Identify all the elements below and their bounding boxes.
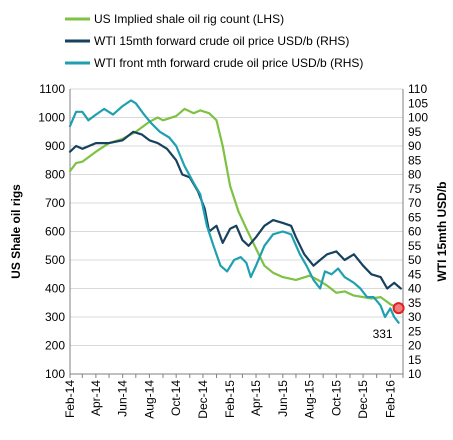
y-left-tick-label: 100 <box>45 367 65 381</box>
x-tick-label: Aug-15 <box>303 380 317 419</box>
y-right-tick-label: 75 <box>408 182 422 196</box>
x-tick-label: Apr-15 <box>249 380 263 416</box>
y-left-tick-label: 800 <box>45 168 65 182</box>
x-tick-label: Feb-14 <box>63 380 77 418</box>
y-right-tick-label: 70 <box>408 196 422 210</box>
annotation-marker <box>392 302 405 315</box>
y-right-tick-label: 15 <box>408 353 422 367</box>
y-right-tick-label: 60 <box>408 225 422 239</box>
y-right-tick-label: 35 <box>408 296 422 310</box>
x-tick-label: Dec-15 <box>356 380 370 419</box>
y-right-tick-label: 25 <box>408 324 422 338</box>
y-right-tick-label: 55 <box>408 239 422 253</box>
annotation: 331 <box>373 302 405 341</box>
x-tick-label: Jun-14 <box>116 380 130 417</box>
series-line-2 <box>68 130 402 290</box>
y-left-tick-label: 500 <box>45 253 65 267</box>
y-left-tick-label: 300 <box>45 310 65 324</box>
legend-label-3: WTI front mth forward crude oil price US… <box>94 56 363 70</box>
y-left-tick-label: 900 <box>45 139 65 153</box>
series <box>68 99 402 324</box>
x-tick-label: Feb-15 <box>223 380 237 418</box>
y-right-tick-label: 95 <box>408 125 422 139</box>
y-left-tick-label: 400 <box>45 282 65 296</box>
x-tick-label: Jun-15 <box>276 380 290 417</box>
x-tick-label: Oct-15 <box>329 380 343 416</box>
y-right-tick-label: 50 <box>408 253 422 267</box>
y-right-tick-label: 110 <box>408 82 427 96</box>
y-right-tick-label: 45 <box>408 267 422 281</box>
x-tick-label: Dec-14 <box>196 380 210 419</box>
y-right-tick-label: 40 <box>408 282 422 296</box>
y-left-tick-label: 1000 <box>38 111 65 125</box>
y-right-tick-label: 65 <box>408 210 422 224</box>
y-right-tick-label: 10 <box>408 367 422 381</box>
y-right-tick-label: 30 <box>408 310 422 324</box>
y-right-tick-label: 80 <box>408 168 422 182</box>
series-line-1 <box>68 107 400 310</box>
y-right-tick-label: 90 <box>408 139 422 153</box>
x-tick-label: Oct-14 <box>169 380 183 416</box>
series-line-3 <box>68 99 400 324</box>
y-left-axis-title: US Shale oil rigs <box>9 184 23 279</box>
y-left-tick-label: 200 <box>45 339 65 353</box>
grid <box>70 88 403 346</box>
x-tick-label: Apr-14 <box>89 380 103 416</box>
x-tick-label: Aug-14 <box>142 380 156 419</box>
y-right-tick-label: 105 <box>408 96 428 110</box>
y-right-tick-label: 85 <box>408 153 422 167</box>
legend-label-2: WTI 15mth forward crude oil price USD/b … <box>94 34 349 48</box>
x-tick-label: Feb-16 <box>383 380 397 418</box>
y-left-tick-label: 700 <box>45 196 65 210</box>
y-right-axis-title: WTI 15mth USD/b <box>435 181 449 281</box>
axes: 1002003004005006007008009001000110010152… <box>9 82 449 419</box>
legend-label-1: US Implied shale oil rig count (LHS) <box>94 12 284 26</box>
y-left-tick-label: 600 <box>45 225 65 239</box>
legend: US Implied shale oil rig count (LHS) WTI … <box>65 12 363 70</box>
y-right-tick-label: 100 <box>408 111 428 125</box>
y-right-tick-label: 20 <box>408 339 422 353</box>
annotation-label: 331 <box>373 327 393 341</box>
y-left-tick-label: 1100 <box>39 82 65 96</box>
